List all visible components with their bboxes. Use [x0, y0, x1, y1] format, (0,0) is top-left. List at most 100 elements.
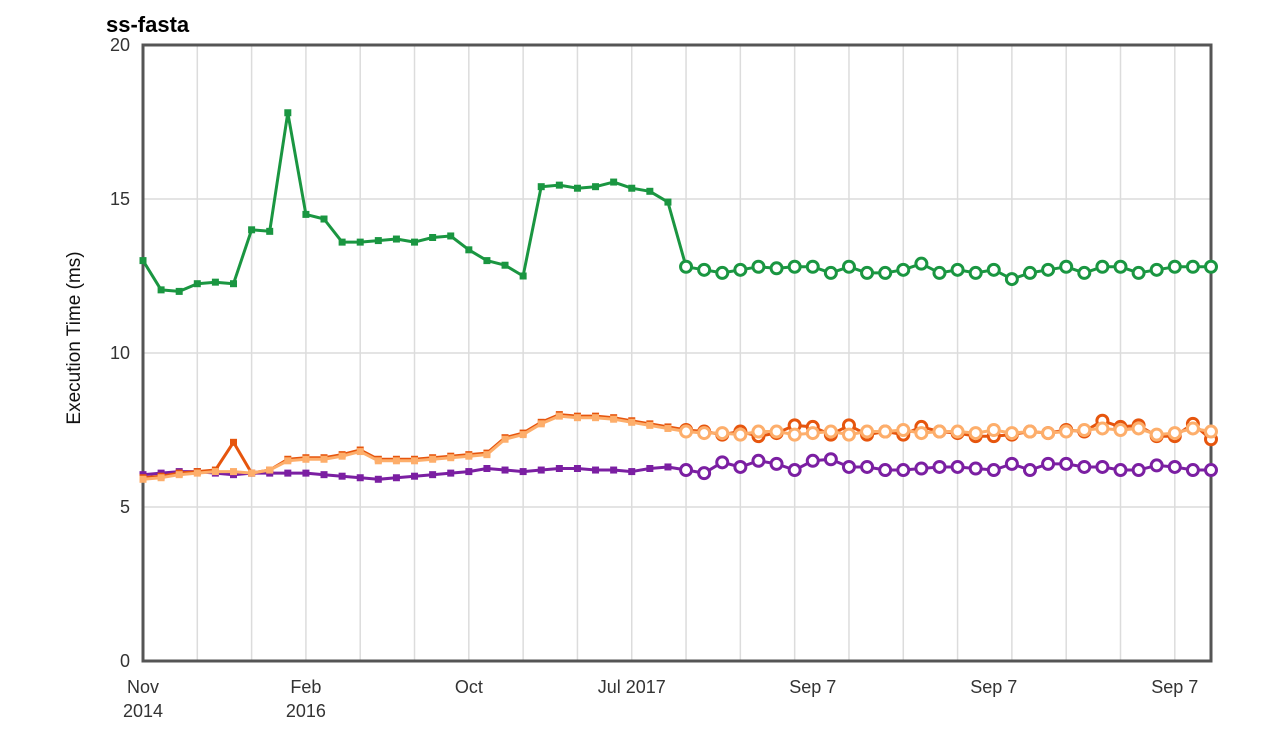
data-point: [537, 466, 545, 474]
axes: 0 5 10 15 20 Nov 2014 Feb 2016 Oct Jul 2017 Sep 7 Se…: [110, 35, 1213, 721]
data-point: [1131, 463, 1146, 478]
data-point: [139, 475, 147, 483]
data-point: [284, 469, 292, 477]
data-point: [896, 262, 911, 277]
y-tick-label: 0: [120, 651, 130, 671]
data-point: [157, 286, 165, 294]
data-point: [429, 455, 437, 463]
data-point: [1095, 259, 1110, 274]
data-point: [1149, 262, 1164, 277]
data-point: [175, 287, 183, 295]
data-point: [787, 463, 802, 478]
data-point: [823, 424, 838, 439]
series-group: [139, 109, 1218, 483]
data-point: [823, 452, 838, 467]
data-point: [1185, 259, 1200, 274]
data-point: [733, 459, 748, 474]
data-point: [555, 181, 563, 189]
data-point: [374, 457, 382, 465]
data-point: [610, 415, 618, 423]
data-point: [1167, 259, 1182, 274]
data-point: [950, 262, 965, 277]
data-point: [1077, 459, 1092, 474]
data-point: [878, 424, 893, 439]
data-point: [646, 187, 654, 195]
data-point: [338, 472, 346, 480]
data-point: [501, 466, 509, 474]
data-point: [1113, 463, 1128, 478]
data-point: [986, 423, 1001, 437]
data-point: [1185, 421, 1200, 436]
data-point: [211, 468, 219, 476]
data-point: [320, 455, 328, 463]
data-point: [284, 109, 292, 117]
data-point: [646, 421, 654, 429]
data-point: [1167, 426, 1182, 441]
data-point: [573, 184, 581, 192]
data-point: [1022, 424, 1037, 439]
data-point: [338, 452, 346, 460]
data-point: [950, 459, 965, 474]
data-point: [248, 226, 256, 234]
data-point: [1113, 259, 1128, 274]
data-point: [193, 280, 201, 288]
data-point: [914, 426, 929, 441]
data-point: [1004, 456, 1019, 471]
data-point: [302, 455, 310, 463]
data-point: [715, 265, 730, 280]
data-point: [465, 246, 473, 254]
data-point: [338, 238, 346, 246]
data-point: [932, 265, 947, 280]
data-point: [878, 463, 893, 478]
data-point: [1041, 456, 1056, 471]
y-tick-label: 5: [120, 497, 130, 517]
data-point: [715, 426, 730, 441]
data-point: [932, 459, 947, 474]
data-point: [555, 465, 563, 472]
data-point: [841, 427, 856, 442]
data-point: [751, 453, 766, 468]
data-point: [193, 469, 201, 477]
data-point: [1167, 459, 1182, 474]
data-point: [679, 424, 694, 439]
data-point: [447, 454, 455, 462]
data-point: [805, 426, 820, 441]
data-point: [896, 463, 911, 478]
data-point: [483, 257, 491, 265]
data-point: [139, 257, 147, 265]
data-point: [555, 412, 563, 420]
data-point: [302, 469, 310, 477]
data-point: [860, 265, 875, 280]
data-point: [986, 262, 1001, 277]
y-tick-label: 10: [110, 343, 130, 363]
x-tick-label: Nov: [127, 677, 159, 697]
data-point: [1059, 456, 1074, 471]
data-point: [823, 265, 838, 280]
data-point: [211, 278, 219, 286]
data-point: [968, 265, 983, 280]
data-point: [175, 471, 183, 479]
data-point: [769, 456, 784, 471]
data-point: [841, 259, 856, 274]
data-point: [664, 198, 672, 206]
data-point: [697, 426, 712, 441]
data-point: [1113, 423, 1128, 437]
x-tick-label: Feb: [290, 677, 321, 697]
y-tick-label: 15: [110, 189, 130, 209]
data-point: [230, 438, 238, 446]
data-point: [968, 426, 983, 441]
data-point: [356, 474, 364, 482]
data-point: [769, 424, 784, 439]
data-point: [429, 234, 437, 241]
data-point: [284, 457, 292, 465]
data-point: [1041, 426, 1056, 441]
data-point: [860, 424, 875, 439]
data-point: [1077, 423, 1092, 437]
data-point: [1185, 463, 1200, 478]
data-point: [320, 471, 328, 479]
data-point: [537, 420, 545, 428]
data-point: [646, 465, 654, 472]
data-point: [841, 459, 856, 474]
data-point: [733, 262, 748, 277]
